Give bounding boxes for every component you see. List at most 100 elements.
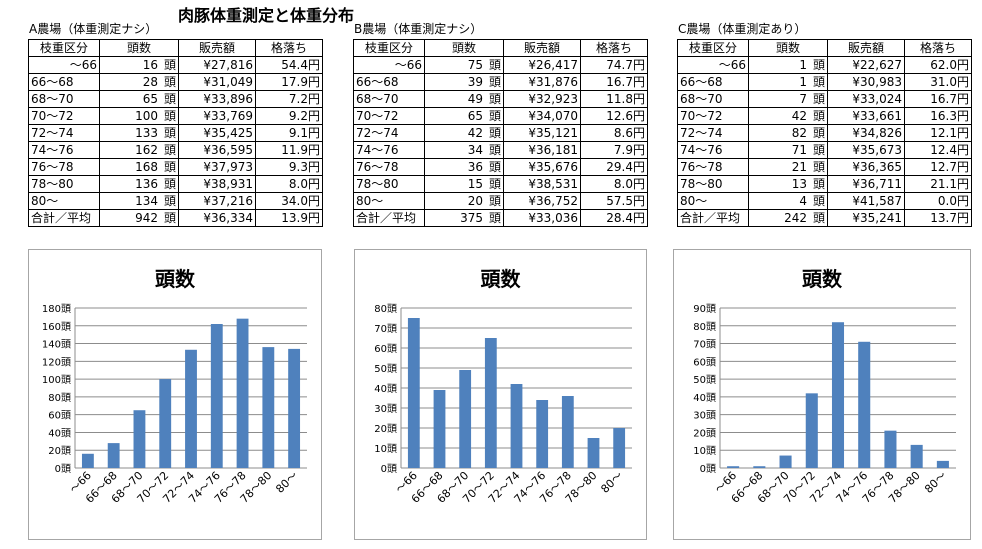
- head-count-value: 4: [799, 193, 807, 208]
- bar: [210, 324, 223, 468]
- column-header: 販売額: [178, 39, 256, 57]
- weight-category-cell: 80～: [28, 192, 100, 210]
- table-row: 70～72 42 頭 ¥33,661 16.3円: [677, 107, 972, 125]
- y-tick-label: 0頭: [700, 463, 716, 475]
- sales-amount-cell: ¥33,769: [178, 107, 256, 125]
- weight-category-cell: 70～72: [677, 107, 749, 125]
- grade-drop-cell: 13.9円: [255, 209, 323, 227]
- grade-drop-cell: 8.0円: [580, 175, 648, 193]
- table-row: 66～68 39 頭 ¥31,876 16.7円: [353, 73, 648, 91]
- sales-amount-cell: ¥32,923: [503, 90, 581, 108]
- farm-table-body: 枝重区分 頭数 販売額 格落ち ～66 16 頭 ¥27,816 54.4円 66～68 28 頭 ¥3…: [28, 39, 323, 227]
- farm-table-body: 枝重区分 頭数 販売額 格落ち ～66 1 頭 ¥22,627 62.0円 66～68 1 頭 ¥30,…: [677, 39, 972, 227]
- table-row: 76～78 36 頭 ¥35,676 29.4円: [353, 158, 648, 176]
- bar: [831, 322, 845, 468]
- weight-category-cell: ～66: [353, 56, 425, 74]
- table-row: 80～ 4 頭 ¥41,587 0.0円: [677, 192, 972, 210]
- table-row: 合計／平均 375 頭 ¥33,036 28.4円: [353, 209, 648, 227]
- head-count-unit: 頭: [812, 210, 825, 225]
- grade-drop-cell: 12.1円: [904, 124, 972, 142]
- page-title: 肉豚体重測定と体重分布: [178, 6, 355, 25]
- column-header: 格落ち: [904, 39, 972, 57]
- y-tick-label: 30頭: [693, 410, 716, 422]
- bar: [288, 348, 301, 468]
- table-row: ～66 75 頭 ¥26,417 74.7円: [353, 56, 648, 74]
- table-row: ～66 16 頭 ¥27,816 54.4円: [28, 56, 323, 74]
- chart-title: 頭数: [481, 267, 522, 291]
- table-row: 70～72 100 頭 ¥33,769 9.2円: [28, 107, 323, 125]
- grade-drop-cell: 7.9円: [580, 141, 648, 159]
- head-count-cell: 162 頭: [99, 141, 179, 159]
- sales-amount-cell: ¥37,216: [178, 192, 256, 210]
- weight-category-cell: 68～70: [677, 90, 749, 108]
- bar: [107, 443, 120, 468]
- sales-amount-cell: ¥36,752: [503, 192, 581, 210]
- grade-drop-cell: 62.0円: [904, 56, 972, 74]
- head-count-value: 1: [799, 74, 807, 89]
- sales-amount-cell: ¥35,673: [827, 141, 905, 159]
- y-tick-label: 10頭: [374, 443, 397, 455]
- head-count-cell: 136 頭: [99, 175, 179, 193]
- sales-amount-cell: ¥34,070: [503, 107, 581, 125]
- head-count-cell: 21 頭: [748, 158, 828, 176]
- bar: [262, 347, 275, 468]
- sales-amount-cell: ¥33,024: [827, 90, 905, 108]
- head-count-value: 162: [135, 142, 158, 157]
- weight-category-cell: 76～78: [353, 158, 425, 176]
- sales-amount-cell: ¥26,417: [503, 56, 581, 74]
- farm-b-label: B農場（体重測定ナシ）: [354, 22, 483, 36]
- table-row: 合計／平均 942 頭 ¥36,334 13.9円: [28, 209, 323, 227]
- table-row: 74～76 71 頭 ¥35,673 12.4円: [677, 141, 972, 159]
- grade-drop-cell: 16.7円: [580, 73, 648, 91]
- weight-category-cell: 74～76: [28, 141, 100, 159]
- table-row: 72～74 133 頭 ¥35,425 9.1円: [28, 124, 323, 142]
- y-tick-label: 20頭: [374, 423, 397, 435]
- bar: [561, 396, 574, 468]
- table-row: 66～68 1 頭 ¥30,983 31.0円: [677, 73, 972, 91]
- head-count-unit: 頭: [488, 176, 501, 191]
- head-count-cell: 942 頭: [99, 209, 179, 227]
- head-count-value: 82: [791, 125, 807, 140]
- sales-amount-cell: ¥36,181: [503, 141, 581, 159]
- grade-drop-cell: 57.5円: [580, 192, 648, 210]
- table-row: 72～74 82 頭 ¥34,826 12.1円: [677, 124, 972, 142]
- table-header-row: 枝重区分 頭数 販売額 格落ち: [353, 39, 648, 57]
- bar: [433, 390, 446, 468]
- column-header: 販売額: [503, 39, 581, 57]
- head-count-cell: 42 頭: [424, 124, 504, 142]
- head-count-unit: 頭: [488, 193, 501, 208]
- sales-amount-cell: ¥35,676: [503, 158, 581, 176]
- y-tick-label: 40頭: [693, 392, 716, 404]
- farm-c-table: 枝重区分 頭数 販売額 格落ち ～66 1 頭 ¥22,627 62.0円 66～68 1 頭 ¥30,…: [677, 39, 972, 227]
- table-row: 68～70 65 頭 ¥33,896 7.2円: [28, 90, 323, 108]
- table-row: 74～76 162 頭 ¥36,595 11.9円: [28, 141, 323, 159]
- head-count-unit: 頭: [812, 142, 825, 157]
- head-count-value: 39: [467, 74, 483, 89]
- sales-amount-cell: ¥35,241: [827, 209, 905, 227]
- head-count-value: 168: [135, 159, 158, 174]
- grade-drop-cell: 8.0円: [255, 175, 323, 193]
- y-tick-label: 20頭: [693, 427, 716, 439]
- sales-amount-cell: ¥30,983: [827, 73, 905, 91]
- sales-amount-cell: ¥34,826: [827, 124, 905, 142]
- head-count-cell: 100 頭: [99, 107, 179, 125]
- farm-c-chart: 頭数 0頭 10頭 20頭 30頭 40頭 50頭 60頭 70頭 80頭 90頭 ～66 66～68 6…: [673, 249, 971, 540]
- table-header-row: 枝重区分 頭数 販売額 格落ち: [28, 39, 323, 57]
- weight-category-cell: 74～76: [353, 141, 425, 159]
- grade-drop-cell: 16.7円: [904, 90, 972, 108]
- table-row: 68～70 7 頭 ¥33,024 16.7円: [677, 90, 972, 108]
- y-tick-label: 100頭: [42, 374, 71, 386]
- weight-category-cell: 72～74: [677, 124, 749, 142]
- bar: [459, 370, 472, 468]
- bar: [727, 466, 740, 468]
- farm-c-chart-svg: 頭数0頭10頭20頭30頭40頭50頭60頭70頭80頭90頭～6666～686…: [693, 267, 956, 506]
- head-count-unit: 頭: [163, 108, 176, 123]
- head-count-unit: 頭: [812, 125, 825, 140]
- x-tick-label: 80～: [922, 469, 949, 496]
- weight-category-cell: 68～70: [28, 90, 100, 108]
- head-count-cell: 168 頭: [99, 158, 179, 176]
- bar: [536, 400, 549, 468]
- head-count-unit: 頭: [163, 210, 176, 225]
